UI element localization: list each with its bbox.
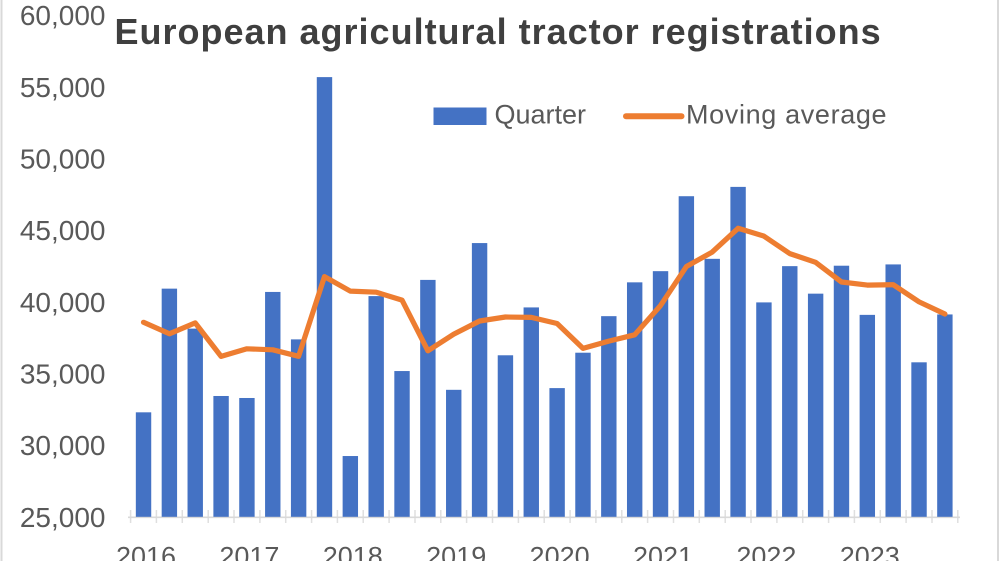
svg-text:25,000: 25,000 bbox=[20, 502, 106, 533]
svg-text:2023: 2023 bbox=[840, 542, 900, 562]
svg-text:55,000: 55,000 bbox=[20, 72, 106, 103]
svg-text:Moving average: Moving average bbox=[686, 100, 887, 130]
svg-text:2018: 2018 bbox=[323, 542, 383, 562]
svg-text:30,000: 30,000 bbox=[20, 430, 106, 461]
svg-text:60,000: 60,000 bbox=[20, 0, 106, 31]
svg-text:50,000: 50,000 bbox=[20, 144, 106, 175]
svg-text:45,000: 45,000 bbox=[20, 215, 106, 246]
svg-text:European agricultural tractor: European agricultural tractor registrati… bbox=[115, 11, 882, 52]
svg-text:2020: 2020 bbox=[530, 542, 590, 562]
svg-text:2016: 2016 bbox=[116, 542, 176, 562]
svg-text:2019: 2019 bbox=[426, 542, 486, 562]
svg-text:2022: 2022 bbox=[736, 542, 796, 562]
svg-text:35,000: 35,000 bbox=[20, 359, 106, 390]
svg-text:Quarter: Quarter bbox=[495, 100, 587, 130]
svg-text:40,000: 40,000 bbox=[20, 287, 106, 318]
svg-text:2017: 2017 bbox=[219, 542, 279, 562]
svg-text:2021: 2021 bbox=[633, 542, 693, 562]
